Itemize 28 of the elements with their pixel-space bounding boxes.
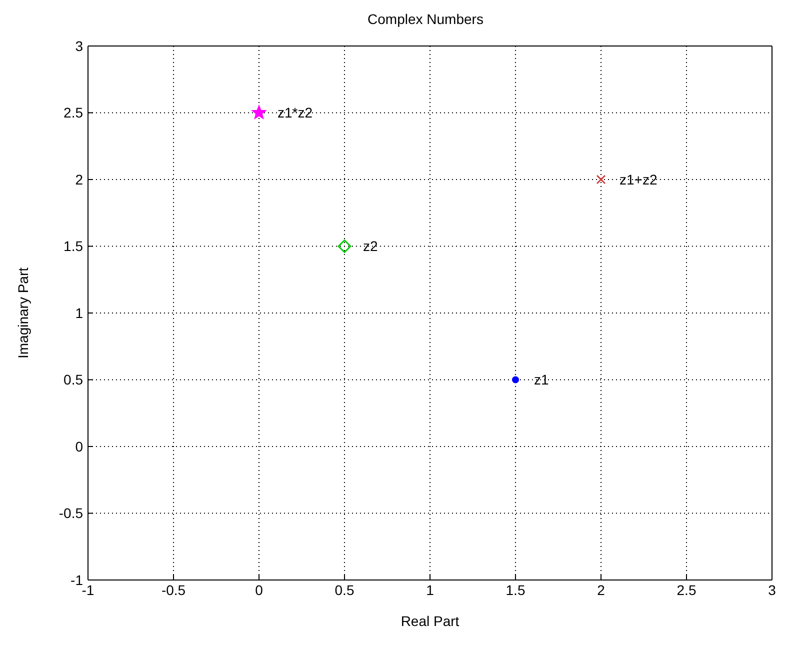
chart-title: Complex Numbers xyxy=(366,10,484,29)
y-tick-label: 2 xyxy=(75,171,84,188)
y-tick-label: 0.5 xyxy=(64,372,84,388)
point xyxy=(596,174,606,184)
series-label: z1+z2 xyxy=(620,171,658,188)
y-tick-label: -0.5 xyxy=(58,505,84,522)
y-tick-label: -1 xyxy=(70,572,84,588)
series-label: z1*z2 xyxy=(278,104,313,121)
x-tick-label: 0.5 xyxy=(334,582,354,598)
point xyxy=(252,105,266,119)
point xyxy=(338,240,352,253)
series-label: z1 xyxy=(534,372,550,388)
x-tick-label: 0 xyxy=(255,582,264,598)
y-axis-title: Imaginary Part xyxy=(14,267,31,359)
y-tick-label: 2.5 xyxy=(64,104,84,121)
x-tick-label: 2 xyxy=(597,582,606,598)
x-tick-label: 1 xyxy=(426,582,434,598)
x-tick-label: 2.5 xyxy=(676,582,696,598)
x-tick-label: 3 xyxy=(768,582,776,598)
y-tick-label: 0 xyxy=(75,438,84,454)
point xyxy=(512,376,519,384)
x-tick-label: 1.5 xyxy=(506,582,526,598)
x-axis-title: Real Part xyxy=(400,613,460,629)
x-tick-label: -0.5 xyxy=(161,582,186,598)
series-label: z2 xyxy=(363,238,378,254)
y-tick-label: 1.5 xyxy=(64,238,84,254)
y-tick-label: 3 xyxy=(75,38,84,54)
y-tick-label: 1 xyxy=(75,304,84,321)
